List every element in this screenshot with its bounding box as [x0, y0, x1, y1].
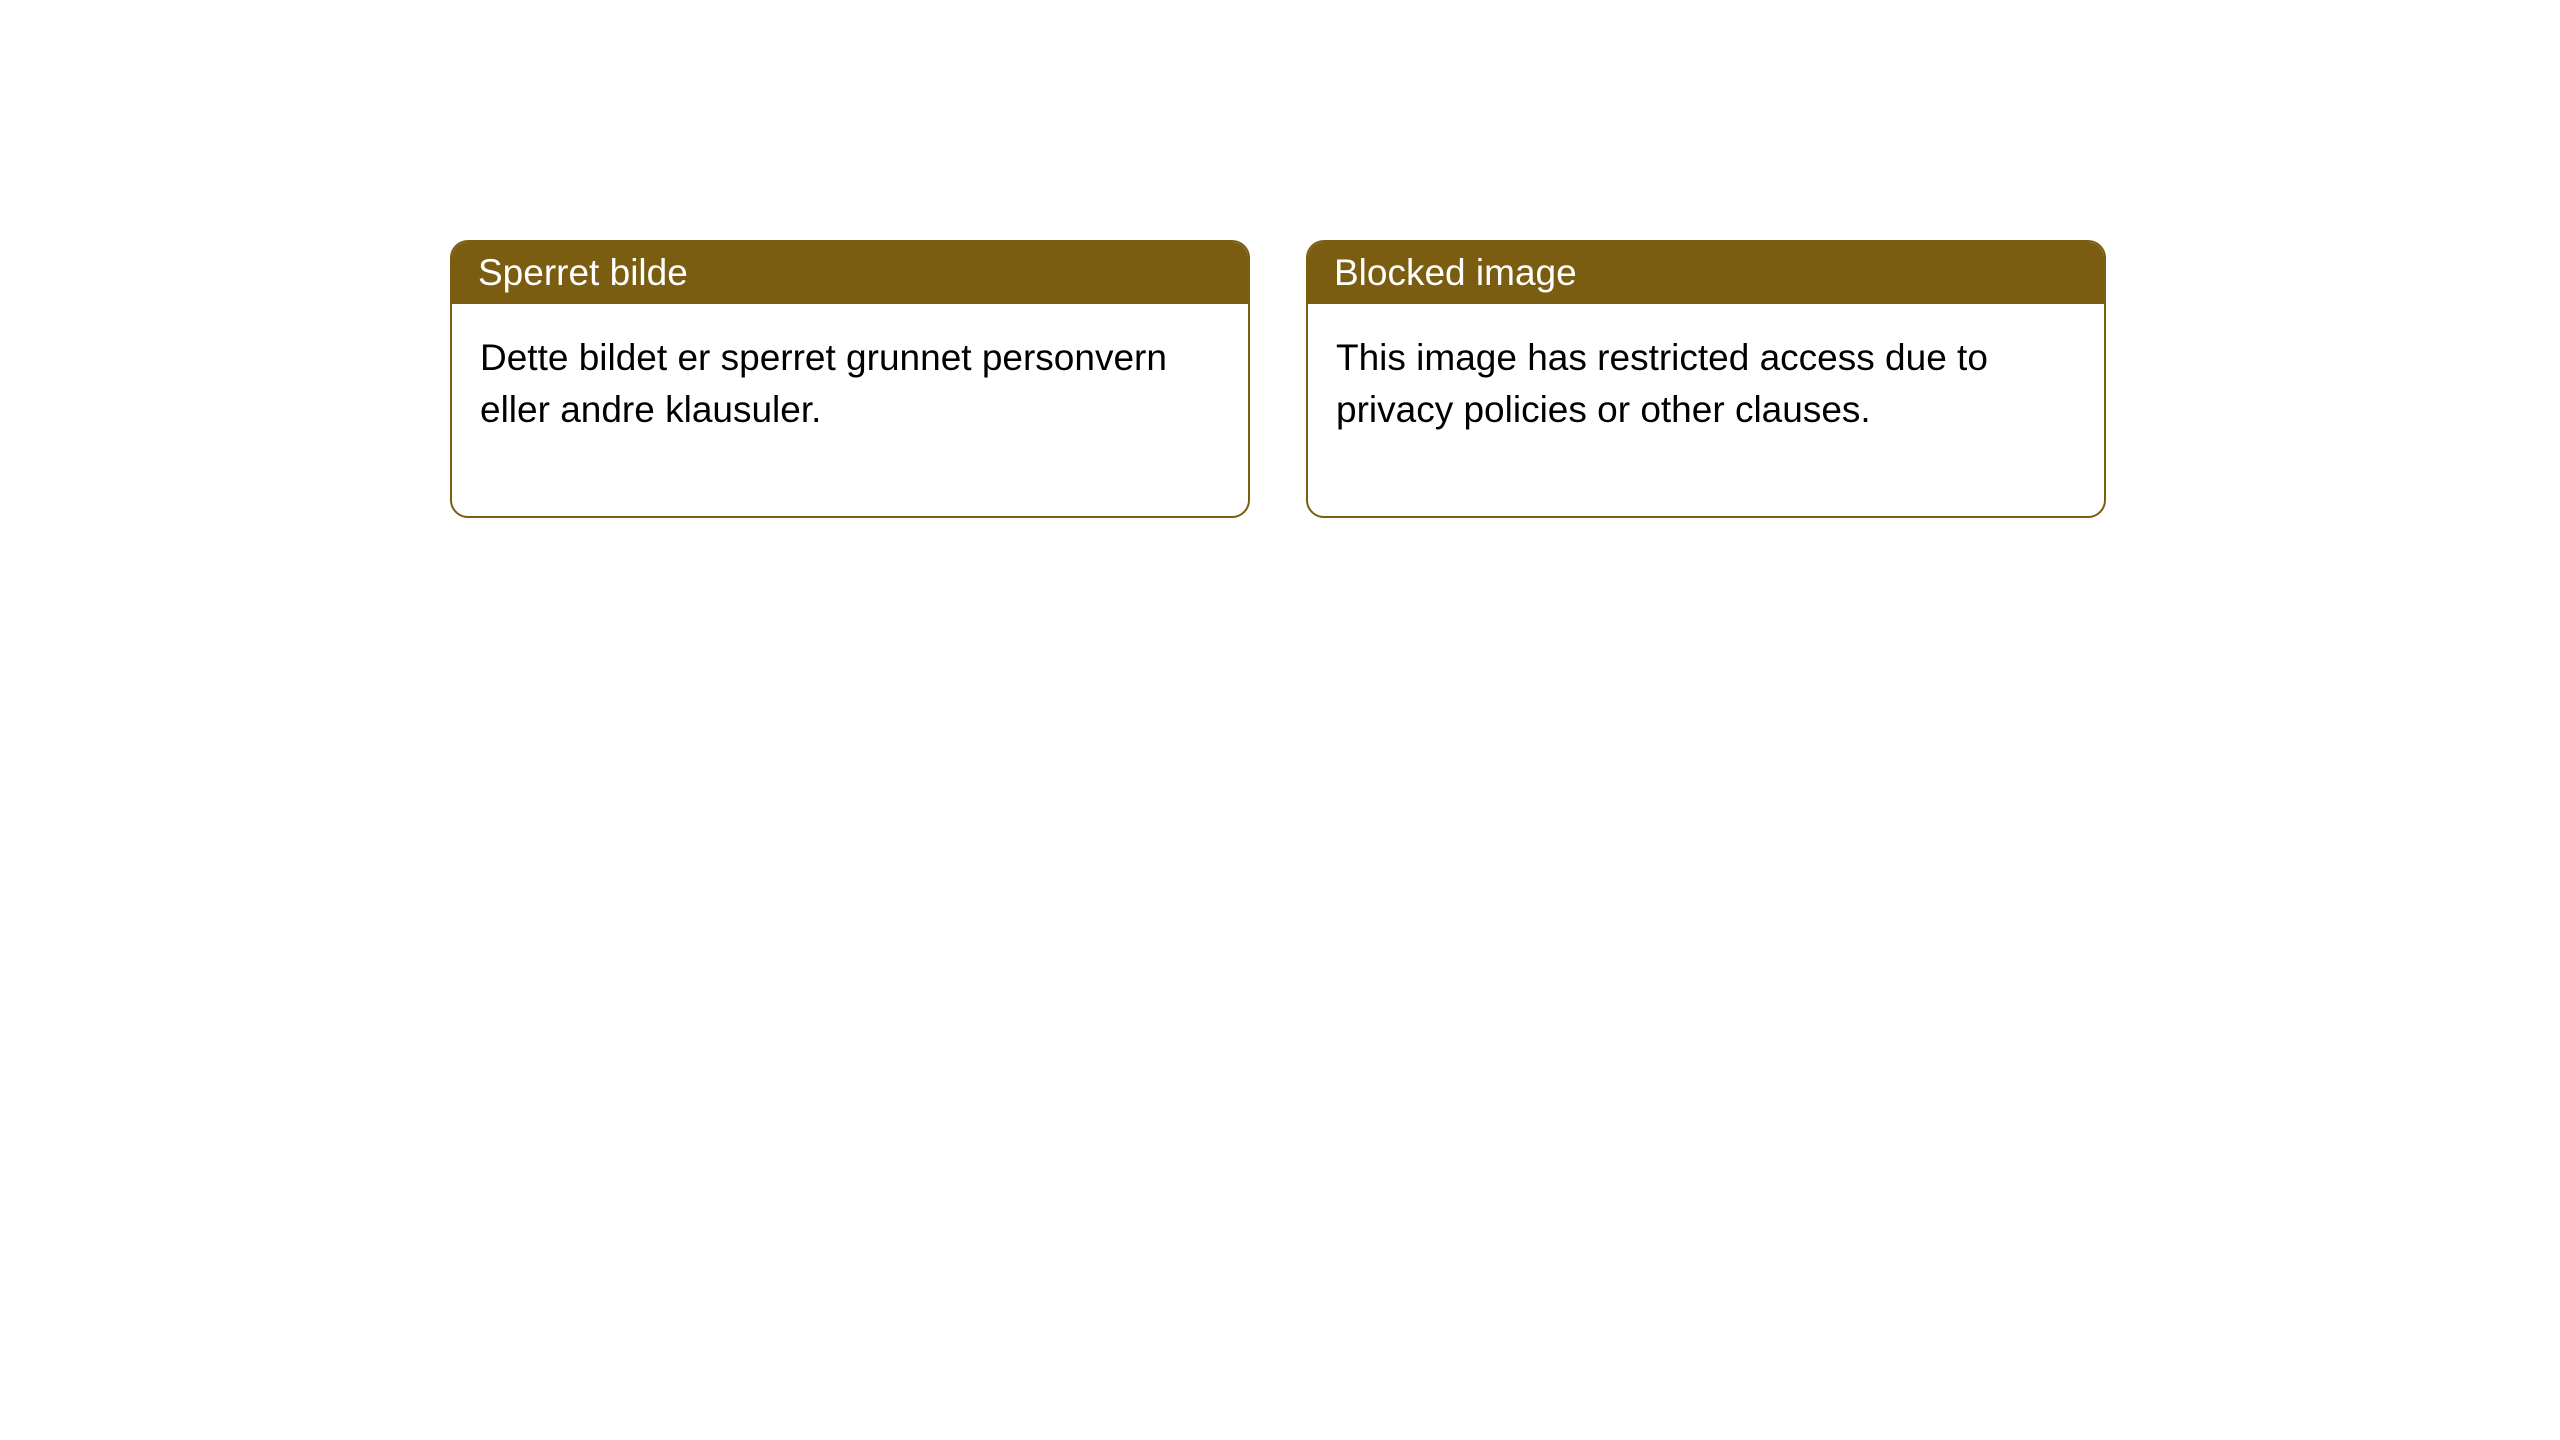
- card-header-en: Blocked image: [1308, 242, 2104, 304]
- card-body-en: This image has restricted access due to …: [1308, 304, 2104, 516]
- card-text-no: Dette bildet er sperret grunnet personve…: [480, 337, 1167, 430]
- card-header-no: Sperret bilde: [452, 242, 1248, 304]
- card-title-en: Blocked image: [1334, 252, 1577, 293]
- notice-container: Sperret bilde Dette bildet er sperret gr…: [0, 0, 2560, 518]
- card-body-no: Dette bildet er sperret grunnet personve…: [452, 304, 1248, 516]
- blocked-notice-card-en: Blocked image This image has restricted …: [1306, 240, 2106, 518]
- card-text-en: This image has restricted access due to …: [1336, 337, 1988, 430]
- card-title-no: Sperret bilde: [478, 252, 688, 293]
- blocked-notice-card-no: Sperret bilde Dette bildet er sperret gr…: [450, 240, 1250, 518]
